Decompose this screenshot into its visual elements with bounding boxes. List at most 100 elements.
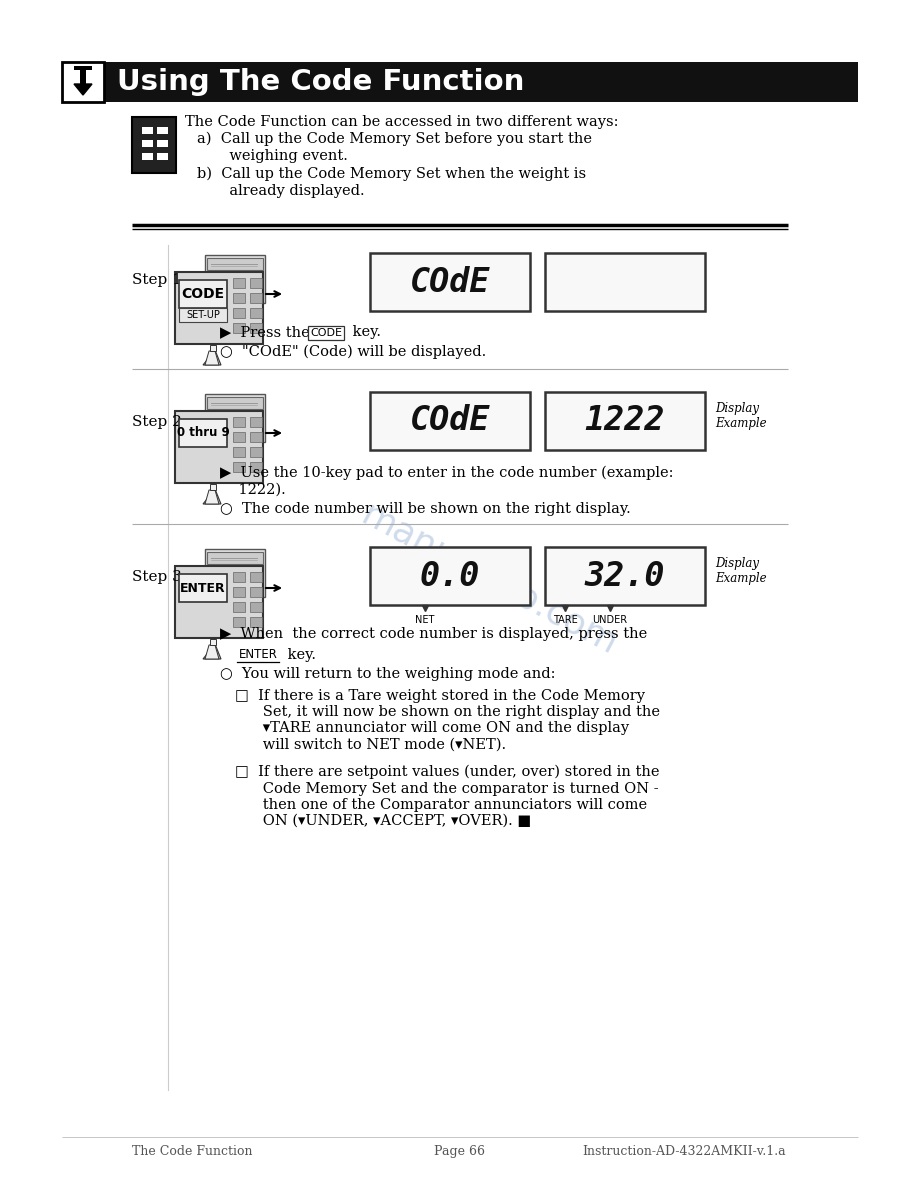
Text: Step 3.: Step 3.: [132, 570, 186, 584]
Bar: [250, 417, 262, 426]
Polygon shape: [203, 350, 221, 365]
Text: CODE: CODE: [182, 287, 225, 301]
Bar: [250, 278, 262, 287]
Text: 32.0: 32.0: [585, 560, 666, 593]
Polygon shape: [210, 639, 216, 645]
Polygon shape: [203, 489, 221, 504]
Bar: [250, 323, 262, 333]
Polygon shape: [210, 345, 216, 350]
Bar: [250, 602, 262, 612]
Bar: [233, 571, 245, 582]
Bar: [233, 293, 245, 303]
Text: ENTER: ENTER: [180, 581, 226, 594]
Text: Step 2.: Step 2.: [132, 415, 186, 429]
Bar: [179, 308, 227, 322]
Bar: [179, 419, 227, 447]
Bar: [207, 397, 263, 409]
Bar: [233, 278, 245, 287]
Bar: [205, 549, 265, 598]
Bar: [233, 617, 245, 627]
Bar: [80, 68, 86, 84]
Bar: [233, 308, 245, 318]
Bar: [545, 546, 705, 605]
Bar: [157, 140, 168, 147]
Text: TARE: TARE: [553, 615, 577, 625]
Text: NET: NET: [415, 615, 435, 625]
Bar: [250, 462, 262, 472]
Bar: [237, 647, 279, 662]
Polygon shape: [203, 644, 221, 659]
Bar: [370, 392, 530, 450]
Text: COdE: COdE: [409, 265, 490, 298]
Bar: [132, 116, 176, 173]
Bar: [233, 323, 245, 333]
Bar: [250, 447, 262, 457]
Bar: [142, 127, 153, 134]
Polygon shape: [205, 350, 219, 365]
Polygon shape: [74, 84, 92, 95]
Bar: [545, 253, 705, 311]
Bar: [233, 587, 245, 598]
Text: manualslib.com: manualslib.com: [356, 498, 624, 662]
Bar: [233, 602, 245, 612]
Bar: [207, 258, 263, 270]
Bar: [250, 293, 262, 303]
Bar: [205, 255, 265, 303]
Text: ○  "COdE" (Code) will be displayed.: ○ "COdE" (Code) will be displayed.: [220, 345, 487, 360]
Bar: [233, 462, 245, 472]
Text: SET-UP: SET-UP: [186, 310, 220, 320]
Bar: [207, 552, 263, 564]
Bar: [205, 394, 265, 442]
Text: CODE: CODE: [310, 328, 342, 339]
Text: Using The Code Function: Using The Code Function: [117, 68, 524, 96]
Text: Display
Example: Display Example: [715, 402, 767, 430]
Text: ○  You will return to the weighing mode and:: ○ You will return to the weighing mode a…: [220, 666, 555, 681]
Bar: [74, 67, 92, 70]
Bar: [179, 574, 227, 602]
Bar: [142, 140, 153, 147]
Text: ▶  When  the correct code number is displayed, press the: ▶ When the correct code number is displa…: [220, 627, 647, 642]
Text: □  If there are setpoint values (under, over) stored in the
      Code Memory Se: □ If there are setpoint values (under, o…: [235, 765, 659, 828]
Bar: [142, 153, 153, 160]
Text: □  If there is a Tare weight stored in the Code Memory
      Set, it will now be: □ If there is a Tare weight stored in th…: [235, 689, 660, 752]
Text: 1222: 1222: [585, 404, 666, 437]
Text: UNDER: UNDER: [592, 615, 628, 625]
Bar: [250, 308, 262, 318]
Bar: [157, 127, 168, 134]
Bar: [233, 447, 245, 457]
Text: Display
Example: Display Example: [715, 557, 767, 584]
Bar: [370, 253, 530, 311]
Text: a)  Call up the Code Memory Set before you start the
       weighing event.: a) Call up the Code Memory Set before yo…: [197, 132, 592, 163]
Bar: [62, 62, 104, 102]
Bar: [175, 272, 263, 345]
Polygon shape: [210, 484, 216, 489]
Text: key.: key.: [283, 647, 316, 662]
Text: ENTER: ENTER: [239, 649, 277, 662]
Bar: [250, 617, 262, 627]
Text: ▶  Use the 10-key pad to enter in the code number (example:
    1222).: ▶ Use the 10-key pad to enter in the cod…: [220, 466, 674, 497]
Bar: [175, 411, 263, 484]
Text: The Code Function: The Code Function: [132, 1145, 252, 1158]
Text: ▶  Press the: ▶ Press the: [220, 326, 314, 339]
Polygon shape: [205, 489, 219, 504]
Text: COdE: COdE: [409, 404, 490, 437]
Text: Page 66: Page 66: [433, 1145, 485, 1158]
Bar: [233, 432, 245, 442]
Bar: [157, 153, 168, 160]
Text: key.: key.: [348, 326, 381, 339]
Bar: [250, 432, 262, 442]
Text: Step 1.: Step 1.: [132, 273, 186, 287]
Bar: [250, 571, 262, 582]
Text: Instruction-AD-4322AMKII-v.1.a: Instruction-AD-4322AMKII-v.1.a: [582, 1145, 786, 1158]
Text: ○  The code number will be shown on the right display.: ○ The code number will be shown on the r…: [220, 503, 631, 516]
Text: b)  Call up the Code Memory Set when the weight is
       already displayed.: b) Call up the Code Memory Set when the …: [197, 168, 586, 197]
Bar: [370, 546, 530, 605]
Text: 0 thru 9: 0 thru 9: [176, 426, 230, 440]
Bar: [233, 417, 245, 426]
Bar: [104, 62, 858, 102]
Text: The Code Function can be accessed in two different ways:: The Code Function can be accessed in two…: [185, 115, 619, 129]
Bar: [308, 326, 344, 340]
Bar: [175, 565, 263, 638]
Text: 0.0: 0.0: [420, 560, 480, 593]
Polygon shape: [205, 645, 219, 659]
